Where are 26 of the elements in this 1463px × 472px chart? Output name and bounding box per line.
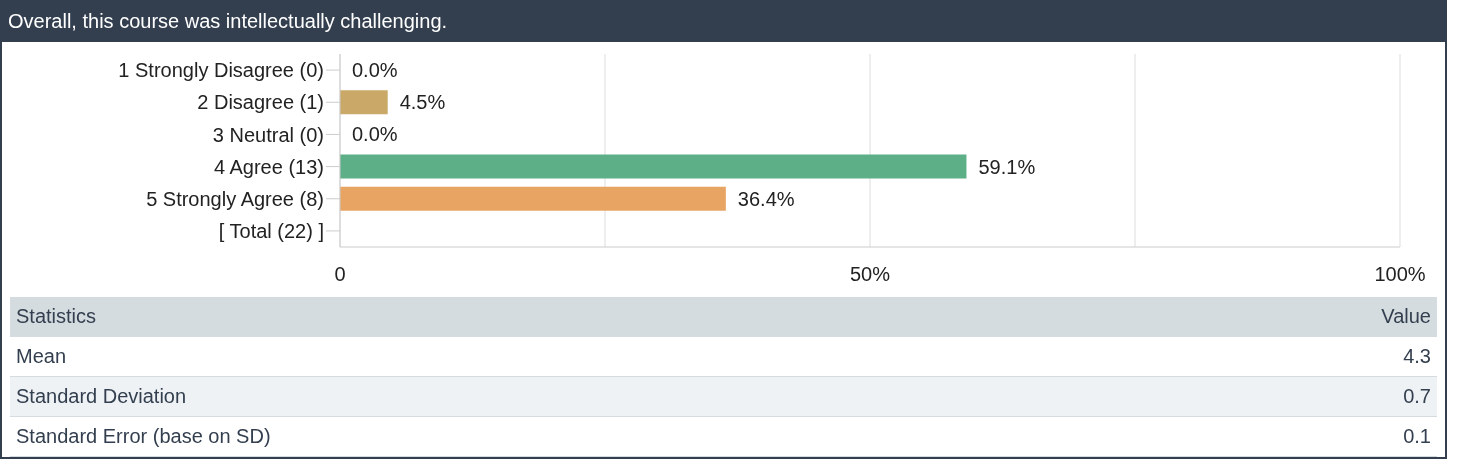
data-label: 59.1% (978, 155, 1036, 178)
data-label: 4.5% (399, 91, 446, 114)
data-label: 36.4% (737, 187, 795, 210)
y-tick-label: 1 Strongly Disagree (0) (118, 59, 324, 82)
chart-title: Overall, this course was intellectually challenging. (2, 2, 1445, 42)
y-tick-label: 2 Disagree (1) (197, 91, 324, 114)
text: Standard Error (base on SD) (16, 425, 271, 448)
x-tick-label: 100% (1374, 263, 1426, 286)
data-label: 0.0% (352, 59, 398, 82)
text: Statistics (16, 305, 97, 328)
x-tick-label: 0 (334, 263, 346, 286)
text: 4.3 (1403, 345, 1431, 368)
bar (340, 154, 967, 179)
text: 0.1 (1403, 425, 1431, 448)
data-label: 0.0% (352, 123, 398, 146)
x-tick-label: 50% (849, 263, 891, 286)
text: Value (1381, 305, 1431, 328)
bar (340, 186, 726, 211)
bar (340, 90, 388, 115)
y-tick-label: [ Total (22) ] (218, 220, 324, 243)
text: 0.7 (1403, 385, 1431, 408)
y-tick-label: 3 Neutral (0) (212, 123, 324, 146)
y-tick-label: 5 Strongly Agree (8) (146, 187, 324, 210)
y-tick-label: 4 Agree (13) (213, 155, 324, 178)
text: Standard Deviation (16, 385, 187, 408)
text: Mean (16, 345, 67, 368)
